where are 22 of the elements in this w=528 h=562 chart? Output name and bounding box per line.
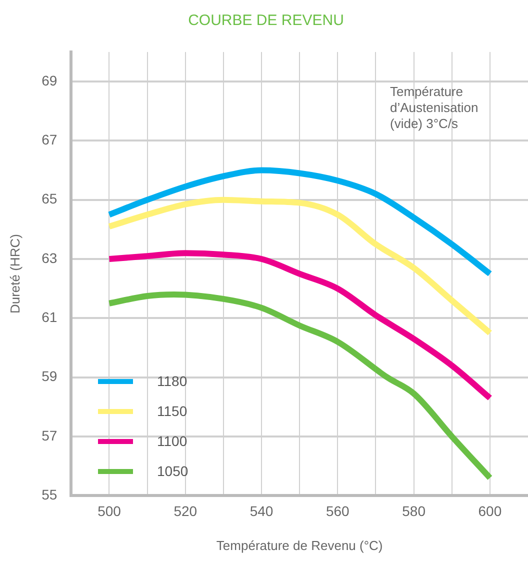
legend-label: 1050: [157, 463, 188, 479]
x-tick-label: 520: [174, 502, 198, 519]
y-tick-label: 61: [42, 309, 58, 326]
x-tick-label: 560: [326, 502, 350, 519]
y-tick-label: 69: [42, 72, 58, 88]
legend-label: 1180: [157, 373, 188, 389]
legend-label: 1150: [157, 403, 188, 419]
y-tick-label: 67: [42, 132, 58, 148]
y-axis-title: Dureté (HRC): [7, 234, 22, 314]
y-tick-label: 65: [42, 190, 58, 207]
y-tick-label: 63: [42, 250, 58, 266]
x-axis-title: Température de Revenu (°C): [216, 538, 383, 553]
y-tick-label: 55: [42, 486, 58, 502]
chart-title: COURBE DE REVENU: [188, 12, 344, 30]
y-tick-label: 57: [42, 427, 58, 444]
y-tick-label: 59: [42, 368, 58, 384]
x-tick-label: 500: [98, 502, 122, 519]
x-tick-label: 540: [250, 502, 274, 519]
annotation: Température d’Austenisation (vide) 3°C/s: [390, 84, 478, 132]
x-tick-label: 600: [478, 502, 502, 519]
legend-label: 1100: [157, 433, 188, 449]
x-tick-label: 580: [402, 502, 426, 519]
